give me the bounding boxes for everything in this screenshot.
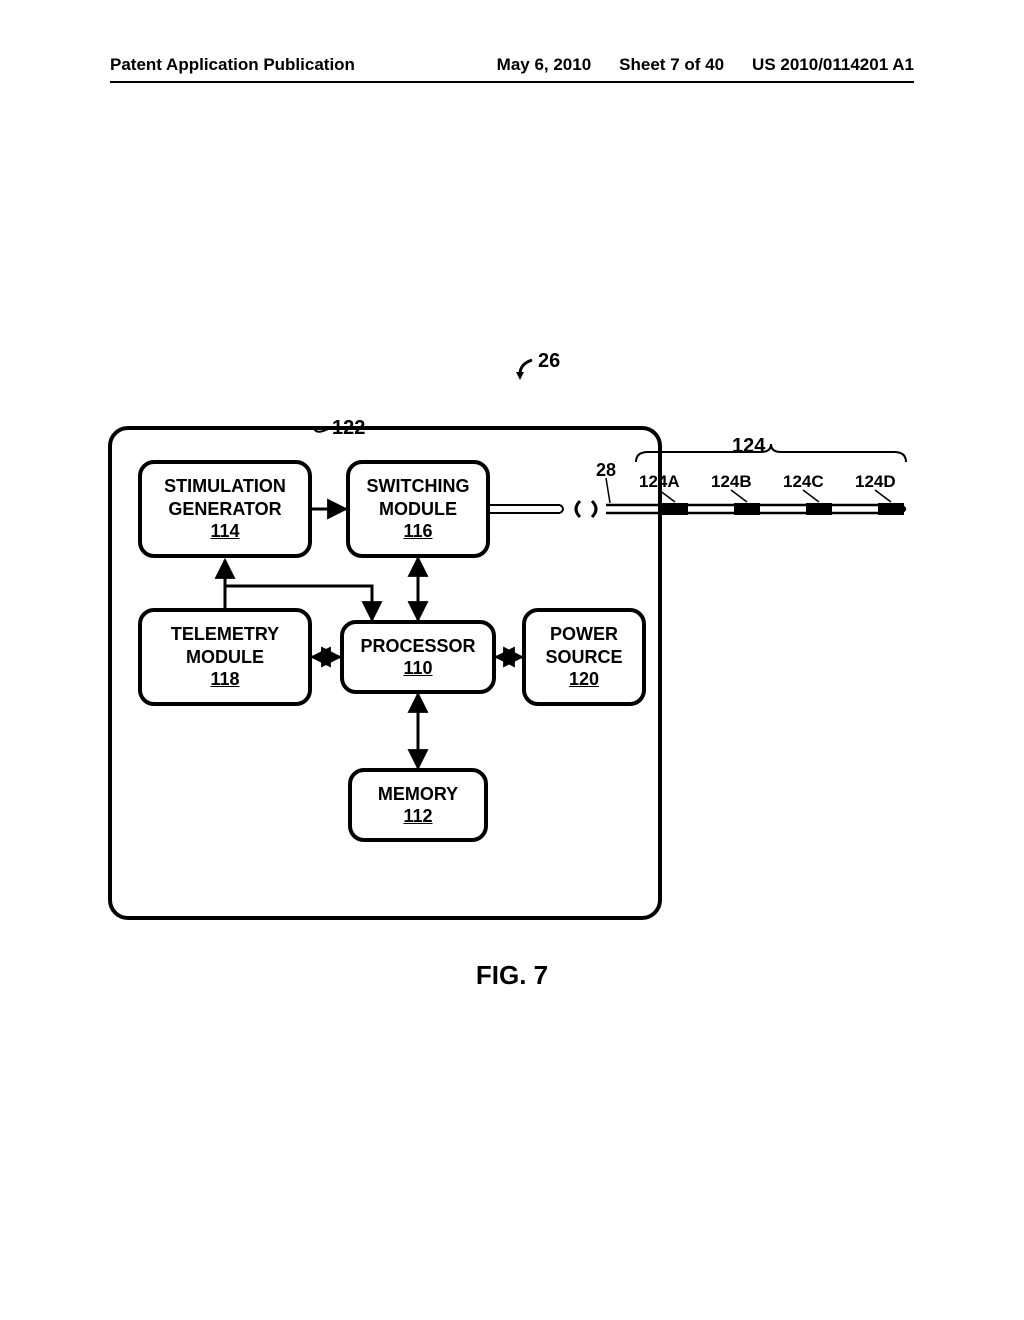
box-label-telemetry: TELEMETRYMODULE118 (140, 610, 310, 704)
figure-caption: FIG. 7 (0, 960, 1024, 991)
page: Patent Application Publication May 6, 20… (0, 0, 1024, 1320)
box-label-stim: STIMULATIONGENERATOR114 (140, 462, 310, 556)
electrode-label: 124A (639, 472, 680, 492)
electrode-label: 124C (783, 472, 824, 492)
ref-label-lead: 28 (596, 460, 616, 481)
electrode-label: 124D (855, 472, 896, 492)
ref-label-main: 26 (538, 350, 560, 373)
ref-label-electrode-group: 124 (732, 435, 765, 458)
electrode-label: 124B (711, 472, 752, 492)
box-label-processor: PROCESSOR110 (342, 622, 494, 692)
box-label-switching: SWITCHINGMODULE116 (348, 462, 488, 556)
box-label-memory: MEMORY112 (350, 770, 486, 840)
box-label-power: POWERSOURCE120 (524, 610, 644, 704)
ref-label-container: 122 (332, 417, 365, 440)
